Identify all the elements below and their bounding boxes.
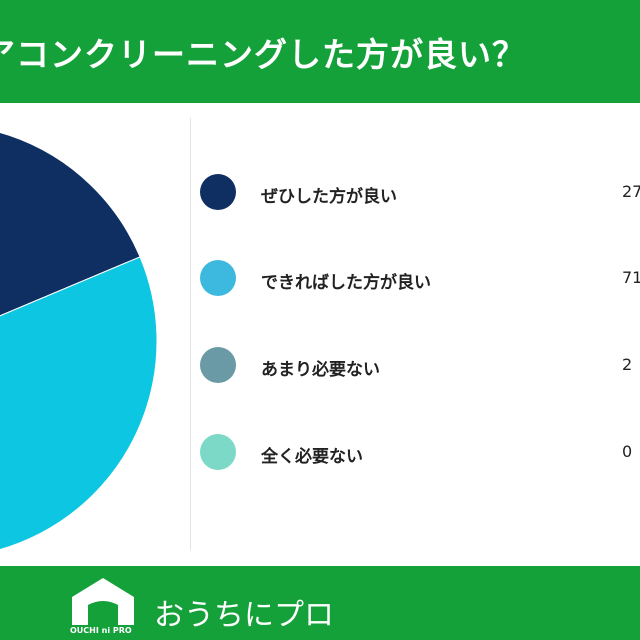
logo-text: OUCHI ni PRO (70, 626, 132, 635)
house-logo-icon (72, 578, 134, 625)
legend-item-not-necessary: あまり必要ない 2 (200, 347, 640, 385)
legend-value: 0 (622, 442, 633, 461)
pie-slice-0 (0, 131, 141, 317)
legend-swatch (200, 174, 236, 210)
legend-swatch (200, 260, 236, 296)
brand-name: おうちにプロ (154, 598, 334, 633)
legend-label: 全く必要ない (261, 447, 363, 467)
legend-label: ぜひした方が良い (261, 187, 397, 207)
legend-label: できればした方が良い (261, 273, 431, 293)
legend-swatch (200, 434, 236, 470)
legend-item-strongly-recommended: ぜひした方が良い 27 (200, 174, 640, 212)
pie-chart (0, 131, 158, 551)
legend-swatch (200, 347, 236, 383)
legend-item-not-at-all: 全く必要ない 0 (200, 434, 640, 472)
legend-label: あまり必要ない (261, 360, 380, 380)
divider (190, 118, 191, 550)
pie-slice-1 (0, 256, 158, 551)
chart-title: アコンクリーニングした方が良い？ (0, 35, 526, 74)
legend-value: 27 (622, 182, 640, 201)
legend-item-if-possible: できればした方が良い 71 (200, 260, 640, 298)
legend-value: 71 (622, 268, 640, 287)
header-band: アコンクリーニングした方が良い？ (0, 0, 640, 103)
legend-value: 2 (622, 355, 633, 374)
